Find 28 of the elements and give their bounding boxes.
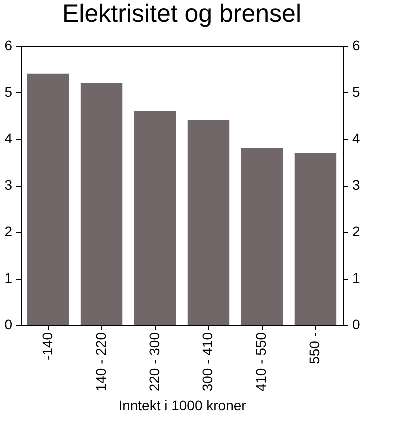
y2-tick-label: 2 bbox=[352, 224, 360, 240]
bar bbox=[241, 148, 284, 325]
x-tick-label: 220 - 300 bbox=[146, 332, 162, 392]
bar bbox=[294, 152, 337, 325]
bar bbox=[27, 74, 70, 325]
x-tick-label: 300 - 410 bbox=[200, 332, 216, 392]
y-tick-label: 1 bbox=[4, 270, 13, 286]
y-tick-label: 4 bbox=[4, 130, 13, 146]
y2-tick-label: 3 bbox=[352, 177, 360, 193]
y2-tick-label: 5 bbox=[352, 84, 360, 100]
y-tick-label: 6 bbox=[4, 38, 13, 54]
x-tick-label: -140 bbox=[39, 332, 56, 361]
y-tick-label: 0 bbox=[4, 316, 13, 332]
x-tick-label: 550 - bbox=[306, 332, 323, 364]
y-tick-label: 3 bbox=[4, 177, 13, 193]
bar bbox=[80, 83, 123, 325]
y2-tick-label: 6 bbox=[352, 38, 360, 54]
x-tick-label: 140 - 220 bbox=[92, 332, 109, 392]
x-axis-title: Inntekt i 1000 kroner bbox=[118, 398, 247, 414]
chart-title: Elektrisitet og brensel bbox=[62, 0, 302, 28]
y2-tick-label: 4 bbox=[352, 130, 360, 146]
y2-tick-label: 1 bbox=[352, 270, 360, 286]
y-tick-label: 5 bbox=[4, 84, 13, 100]
bar bbox=[134, 111, 176, 325]
y-tick-label: 2 bbox=[4, 224, 13, 240]
x-tick-label: 410 - 550 bbox=[253, 332, 270, 392]
y2-tick-label: 0 bbox=[352, 316, 360, 332]
bar bbox=[188, 120, 230, 325]
